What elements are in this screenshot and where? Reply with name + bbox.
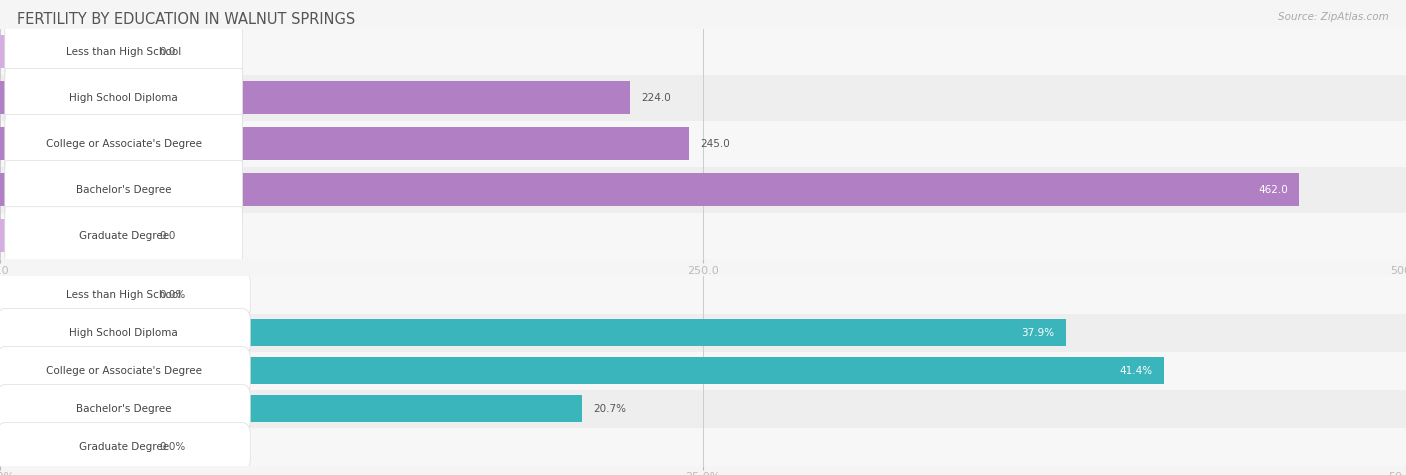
Text: Graduate Degree: Graduate Degree [79,231,169,241]
Text: Bachelor's Degree: Bachelor's Degree [76,185,172,195]
FancyBboxPatch shape [0,347,250,394]
FancyBboxPatch shape [4,207,243,265]
Text: 0.0%: 0.0% [159,441,186,452]
Text: Less than High School: Less than High School [66,289,181,300]
Bar [0,213,1406,259]
FancyBboxPatch shape [4,114,243,173]
Text: FERTILITY BY EDUCATION IN WALNUT SPRINGS: FERTILITY BY EDUCATION IN WALNUT SPRINGS [17,12,356,27]
Bar [0,35,148,68]
Text: 0.0%: 0.0% [159,289,186,300]
Bar [0,276,1406,314]
Text: 245.0: 245.0 [700,139,730,149]
Text: High School Diploma: High School Diploma [69,93,179,103]
Bar [0,81,630,114]
FancyBboxPatch shape [0,271,250,318]
FancyBboxPatch shape [0,385,250,432]
Text: Less than High School: Less than High School [66,47,181,57]
Bar [0,281,148,308]
Text: 0.0: 0.0 [159,47,176,57]
Bar [0,428,1406,466]
Bar [0,395,582,422]
FancyBboxPatch shape [0,423,250,470]
Text: 0.0: 0.0 [159,231,176,241]
Text: Bachelor's Degree: Bachelor's Degree [76,403,172,414]
Text: 37.9%: 37.9% [1021,327,1054,338]
Text: Source: ZipAtlas.com: Source: ZipAtlas.com [1278,12,1389,22]
Text: 20.7%: 20.7% [593,403,626,414]
Text: 224.0: 224.0 [641,93,671,103]
Text: College or Associate's Degree: College or Associate's Degree [46,365,201,376]
FancyBboxPatch shape [0,309,250,356]
Bar [0,219,148,252]
FancyBboxPatch shape [4,22,243,81]
FancyBboxPatch shape [4,161,243,219]
Text: 462.0: 462.0 [1258,185,1288,195]
Bar [0,319,1066,346]
Bar [0,121,1406,167]
Bar [0,28,1406,75]
Bar [0,167,1406,213]
Text: High School Diploma: High School Diploma [69,327,179,338]
Text: College or Associate's Degree: College or Associate's Degree [46,139,201,149]
Bar [0,390,1406,428]
FancyBboxPatch shape [4,68,243,127]
Text: 41.4%: 41.4% [1119,365,1153,376]
Bar [0,357,1164,384]
Bar [0,75,1406,121]
Bar [0,127,689,160]
Text: Graduate Degree: Graduate Degree [79,441,169,452]
Bar [0,314,1406,352]
Bar [0,433,148,460]
Bar [0,173,1299,206]
Bar [0,352,1406,390]
